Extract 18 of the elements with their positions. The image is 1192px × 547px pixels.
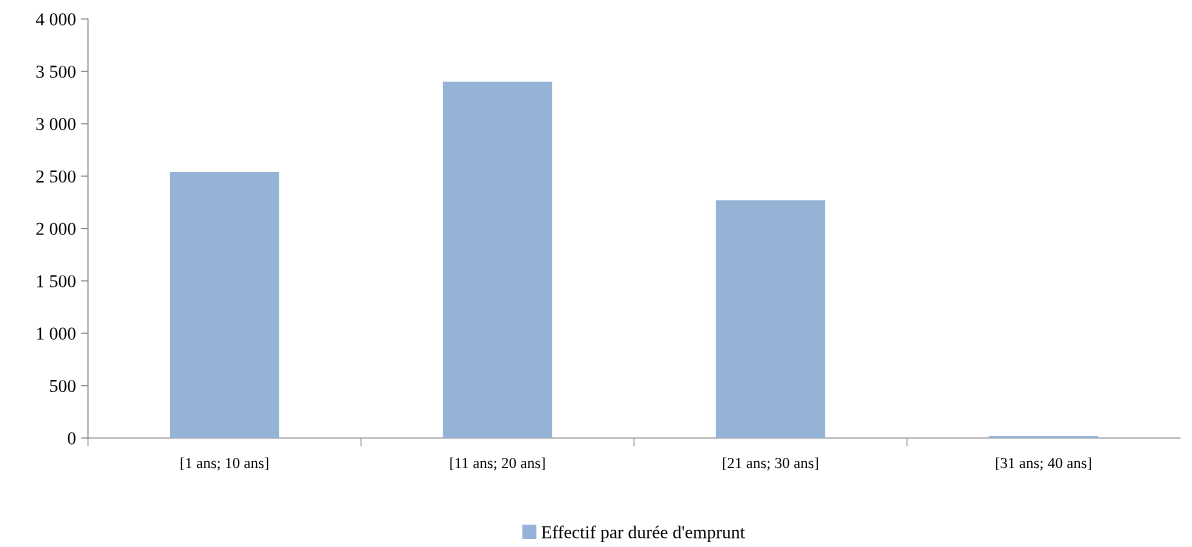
y-tick-label: 2 500 (36, 170, 76, 183)
y-tick-label: 2 000 (36, 222, 76, 235)
x-tick-label: [1 ans; 10 ans] (180, 457, 269, 471)
y-tick-label: 3 500 (36, 65, 76, 78)
y-tick-label: 4 000 (35, 13, 76, 26)
y-tick-label: 1 500 (37, 275, 76, 288)
y-tick-label: 500 (50, 379, 76, 393)
bar (988, 435, 1099, 438)
x-tick-label: [21 ans; 30 ans] (723, 457, 818, 471)
x-tick-label: [11 ans; 20 ans] (450, 457, 545, 471)
bar (169, 171, 280, 438)
y-tick-label: 3 000 (36, 118, 76, 131)
bar (442, 81, 553, 438)
y-tick-label: 0 (67, 432, 76, 445)
y-tick-label: 1 000 (37, 327, 76, 340)
x-tick-label: [31 ans; 40 ans] (996, 457, 1091, 471)
legend-label: Effectif par durée d'emprunt (541, 525, 745, 543)
bar (715, 200, 826, 438)
